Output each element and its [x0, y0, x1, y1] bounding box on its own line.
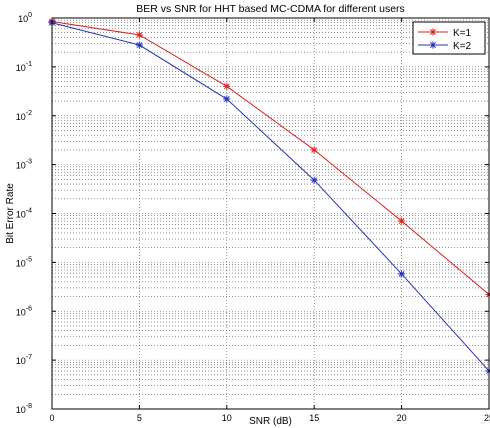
x-tick-label: 5: [137, 413, 142, 423]
series-line-k1: [51, 20, 490, 295]
data-point-marker: [398, 217, 406, 225]
plot-area: [52, 18, 489, 409]
x-tick-label: 0: [49, 413, 54, 423]
legend-entry: K=1: [453, 28, 472, 39]
chart-title: BER vs SNR for HHT based MC-CDMA for dif…: [136, 3, 405, 15]
y-tick-label: 10-6: [16, 305, 32, 317]
x-tick-label: 20: [397, 413, 407, 423]
y-tick-label: 10-8: [16, 403, 32, 415]
data-point-marker: [429, 41, 437, 49]
series-line-k2: [51, 22, 490, 372]
axis-ticks: 0 5 10 15 20 25 100 10-1 10-2 10-3 10-4 10-5 10-6 10-…: [16, 12, 490, 423]
y-tick-label: 10-4: [16, 208, 32, 220]
data-point-marker: [223, 95, 231, 103]
x-tick-label: 10: [222, 413, 232, 423]
y-tick-label: 10-1: [16, 61, 32, 73]
data-point-marker: [135, 31, 143, 39]
y-tick-label: 100: [18, 12, 32, 24]
data-point-marker: [310, 176, 318, 184]
legend-box: [412, 21, 486, 55]
data-point-marker: [429, 28, 437, 36]
x-tick-label: 15: [309, 413, 319, 423]
data-point-marker: [310, 146, 318, 154]
series-layer: [48, 17, 490, 375]
y-axis-label: Bit Error Rate: [5, 183, 16, 244]
grid-lines: [52, 18, 489, 409]
data-point-marker: [398, 270, 406, 278]
legend: K=1K=2: [412, 21, 486, 55]
data-point-marker: [223, 82, 231, 90]
x-axis-label: SNR (dB): [249, 416, 292, 427]
y-tick-label: 10-7: [16, 354, 32, 366]
data-point-marker: [135, 41, 143, 49]
y-tick-label: 10-5: [16, 256, 32, 268]
y-tick-label: 10-2: [16, 110, 32, 122]
x-tick-label: 25: [484, 413, 490, 423]
legend-entry: K=2: [453, 41, 472, 52]
y-tick-label: 10-3: [16, 159, 32, 171]
